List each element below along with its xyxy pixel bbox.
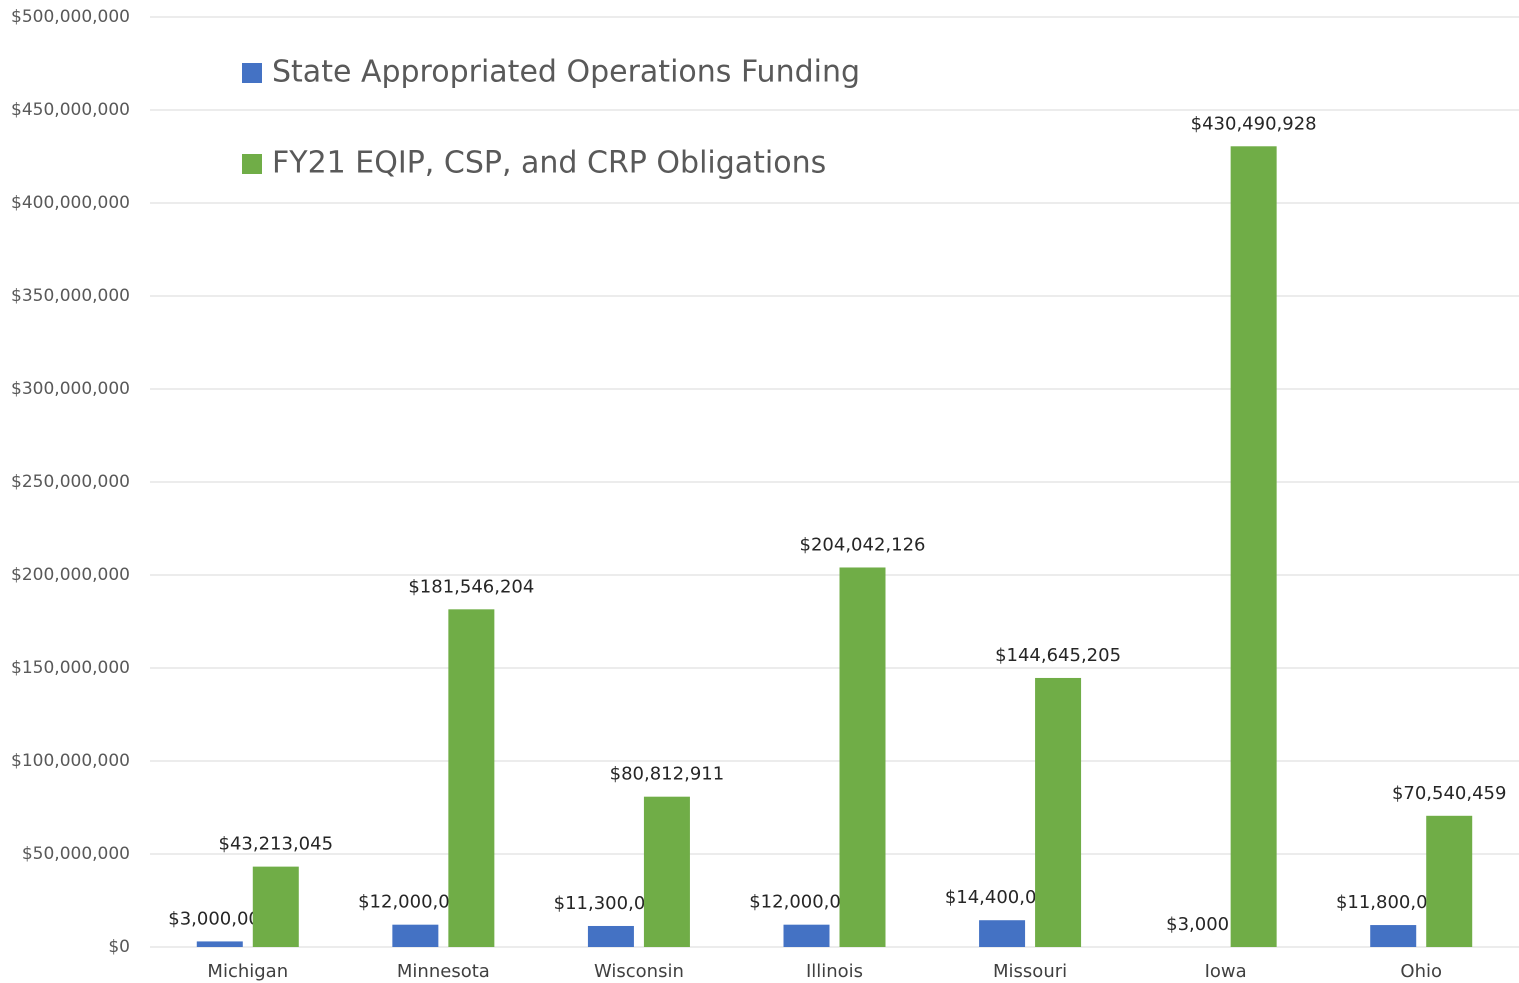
legend-swatch	[242, 63, 262, 83]
y-tick-label: $150,000,000	[11, 658, 130, 678]
bar	[1230, 146, 1277, 948]
y-tick-label: $450,000,000	[11, 100, 130, 120]
bar	[587, 925, 634, 947]
x-tick-label: Missouri	[993, 961, 1067, 982]
bar	[643, 796, 690, 947]
value-label: $144,645,205	[995, 645, 1121, 666]
y-tick-label: $0	[108, 937, 130, 957]
legend-label: State Appropriated Operations Funding	[272, 55, 860, 90]
value-label: $70,540,459	[1392, 783, 1507, 804]
x-tick-label: Michigan	[207, 961, 288, 982]
y-tick-label: $300,000,000	[11, 379, 130, 399]
value-label: $12,000,000	[358, 892, 473, 913]
value-label: $12,000,000	[749, 892, 864, 913]
x-tick-label: Ohio	[1400, 961, 1442, 982]
bar	[448, 609, 495, 947]
y-tick-label: $400,000,000	[11, 193, 130, 213]
y-tick-label: $250,000,000	[11, 472, 130, 492]
value-label: $3,000	[1166, 914, 1229, 935]
value-label: $43,213,045	[219, 834, 334, 855]
y-tick-label: $500,000,000	[11, 7, 130, 27]
bar	[839, 567, 886, 947]
bar	[1370, 925, 1417, 947]
y-tick-label: $100,000,000	[11, 751, 130, 771]
value-label: $3,000,000	[168, 908, 271, 929]
x-tick-label: Illinois	[806, 961, 863, 982]
bar	[392, 924, 439, 947]
bar	[252, 866, 299, 947]
bar	[783, 924, 830, 947]
legend-label: FY21 EQIP, CSP, and CRP Obligations	[272, 146, 826, 181]
x-tick-label: Iowa	[1205, 961, 1247, 982]
value-label: $80,812,911	[610, 764, 725, 785]
y-tick-label: $200,000,000	[11, 565, 130, 585]
y-tick-label: $50,000,000	[22, 844, 130, 864]
value-label: $11,800,000	[1336, 892, 1451, 913]
value-label: $181,546,204	[408, 576, 534, 597]
x-tick-label: Minnesota	[397, 961, 490, 982]
value-label: $11,300,000	[554, 893, 669, 914]
x-tick-label: Wisconsin	[594, 961, 684, 982]
value-label: $204,042,126	[800, 534, 926, 555]
bar	[1426, 815, 1473, 947]
legend-swatch	[242, 154, 262, 174]
bar	[979, 920, 1026, 947]
bar	[196, 941, 243, 947]
y-tick-label: $350,000,000	[11, 286, 130, 306]
value-label: $14,400,000	[945, 887, 1060, 908]
bar	[1035, 677, 1082, 947]
value-label: $430,490,928	[1191, 113, 1317, 134]
